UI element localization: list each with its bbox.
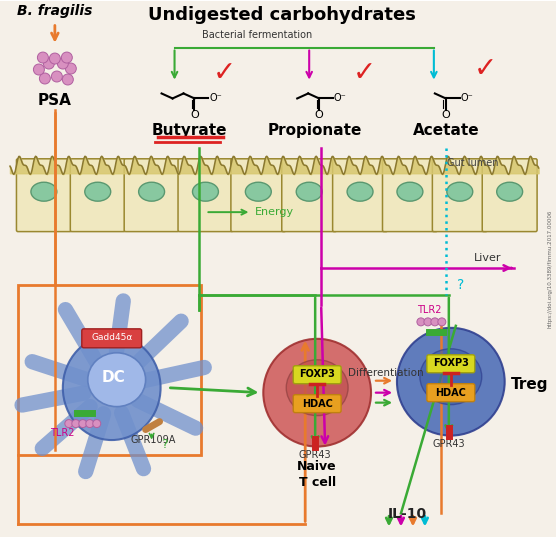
Text: FOXP3: FOXP3 bbox=[433, 358, 469, 368]
Ellipse shape bbox=[447, 182, 473, 201]
Text: O⁻: O⁻ bbox=[461, 94, 473, 103]
FancyBboxPatch shape bbox=[432, 159, 487, 231]
Text: B. fragilis: B. fragilis bbox=[17, 4, 92, 18]
Bar bbox=[18, 285, 202, 455]
Circle shape bbox=[43, 58, 55, 69]
Circle shape bbox=[417, 318, 425, 326]
Ellipse shape bbox=[245, 182, 271, 201]
Text: IL-10: IL-10 bbox=[387, 507, 427, 521]
Circle shape bbox=[72, 420, 80, 428]
Circle shape bbox=[62, 74, 74, 85]
Text: Undigested carbohydrates: Undigested carbohydrates bbox=[148, 6, 416, 24]
Text: Butyrate: Butyrate bbox=[152, 123, 227, 138]
FancyBboxPatch shape bbox=[427, 355, 475, 373]
Text: O: O bbox=[190, 110, 199, 121]
Ellipse shape bbox=[63, 335, 160, 440]
Circle shape bbox=[263, 339, 371, 447]
Text: Bacterial fermentation: Bacterial fermentation bbox=[202, 30, 312, 40]
Ellipse shape bbox=[139, 182, 164, 201]
Text: PSA: PSA bbox=[38, 93, 72, 108]
FancyBboxPatch shape bbox=[293, 366, 341, 384]
FancyBboxPatch shape bbox=[82, 329, 141, 348]
Text: Propionate: Propionate bbox=[268, 123, 363, 138]
Circle shape bbox=[431, 318, 439, 326]
Text: ?: ? bbox=[457, 278, 464, 292]
FancyBboxPatch shape bbox=[293, 395, 341, 413]
Ellipse shape bbox=[497, 182, 522, 201]
Ellipse shape bbox=[347, 182, 373, 201]
Text: DC: DC bbox=[102, 370, 125, 385]
Text: HDAC: HDAC bbox=[436, 388, 466, 398]
Circle shape bbox=[57, 58, 69, 69]
Text: Liver: Liver bbox=[474, 253, 502, 263]
Text: O⁻: O⁻ bbox=[209, 94, 222, 103]
Circle shape bbox=[79, 420, 87, 428]
Text: ✓: ✓ bbox=[353, 59, 375, 87]
Circle shape bbox=[51, 71, 62, 82]
Circle shape bbox=[397, 328, 505, 436]
Circle shape bbox=[424, 318, 432, 326]
FancyBboxPatch shape bbox=[383, 159, 437, 231]
Text: O⁻: O⁻ bbox=[334, 94, 346, 103]
Text: Gut lumen: Gut lumen bbox=[447, 158, 499, 168]
FancyBboxPatch shape bbox=[178, 159, 233, 231]
FancyBboxPatch shape bbox=[124, 159, 179, 231]
Circle shape bbox=[65, 63, 76, 74]
Text: ?: ? bbox=[162, 437, 168, 450]
Circle shape bbox=[438, 318, 446, 326]
Text: ✓: ✓ bbox=[213, 59, 236, 87]
Ellipse shape bbox=[193, 182, 218, 201]
Text: Acetate: Acetate bbox=[413, 123, 479, 138]
Text: GPR43: GPR43 bbox=[299, 450, 331, 459]
Text: https://doi.org/10.3389/fimmu.2017.00006: https://doi.org/10.3389/fimmu.2017.00006 bbox=[547, 210, 552, 328]
FancyBboxPatch shape bbox=[17, 159, 71, 231]
Text: HDAC: HDAC bbox=[302, 399, 333, 409]
Circle shape bbox=[33, 64, 45, 75]
FancyBboxPatch shape bbox=[482, 159, 537, 231]
Circle shape bbox=[93, 420, 101, 428]
FancyBboxPatch shape bbox=[70, 159, 125, 231]
Circle shape bbox=[65, 420, 73, 428]
Circle shape bbox=[50, 53, 60, 64]
Circle shape bbox=[61, 52, 72, 63]
Text: ✓: ✓ bbox=[474, 54, 497, 82]
Ellipse shape bbox=[88, 353, 145, 407]
FancyBboxPatch shape bbox=[231, 159, 286, 231]
Text: Differentiation: Differentiation bbox=[348, 368, 424, 378]
Text: TLR2: TLR2 bbox=[417, 305, 441, 315]
Text: O: O bbox=[442, 110, 450, 121]
Ellipse shape bbox=[420, 349, 482, 405]
Text: TLR2: TLR2 bbox=[50, 428, 74, 437]
Text: Energy: Energy bbox=[255, 207, 295, 217]
Text: FOXP3: FOXP3 bbox=[299, 369, 335, 379]
Circle shape bbox=[37, 52, 48, 63]
Ellipse shape bbox=[296, 182, 322, 201]
Ellipse shape bbox=[31, 182, 57, 201]
FancyBboxPatch shape bbox=[333, 159, 388, 231]
FancyBboxPatch shape bbox=[282, 159, 336, 231]
Text: Treg: Treg bbox=[511, 377, 548, 392]
Ellipse shape bbox=[85, 182, 111, 201]
FancyBboxPatch shape bbox=[427, 384, 475, 402]
Ellipse shape bbox=[286, 360, 348, 416]
Ellipse shape bbox=[397, 182, 423, 201]
Text: GPR43: GPR43 bbox=[432, 438, 465, 449]
Text: GPR109A: GPR109A bbox=[131, 435, 176, 444]
Text: Naive
T cell: Naive T cell bbox=[297, 459, 337, 489]
Text: O: O bbox=[315, 110, 324, 121]
Circle shape bbox=[86, 420, 94, 428]
Circle shape bbox=[40, 73, 50, 84]
Text: Gadd45α: Gadd45α bbox=[91, 334, 133, 342]
